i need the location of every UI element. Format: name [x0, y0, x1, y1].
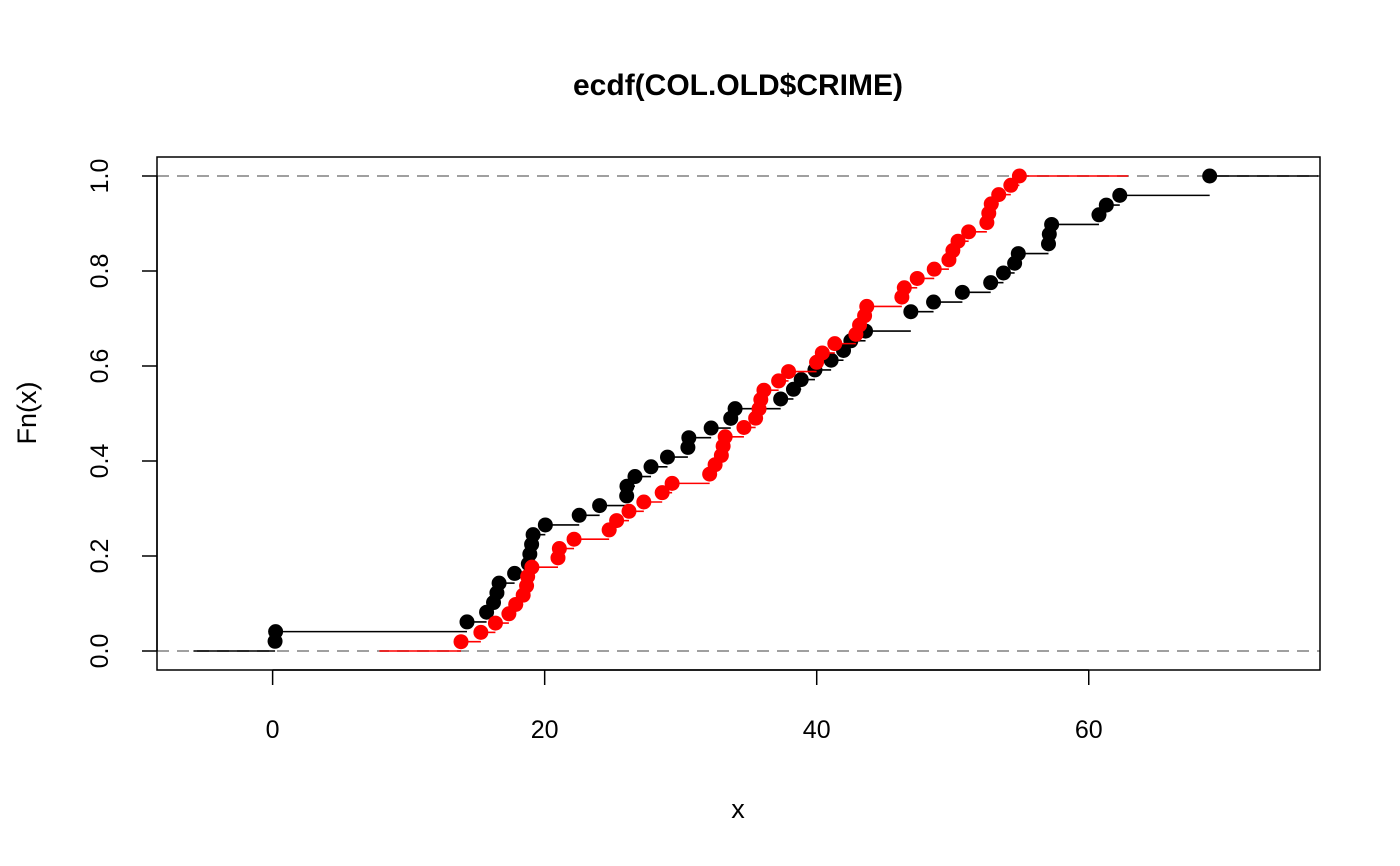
x-tick-label: 0 [266, 716, 280, 744]
data-point [903, 304, 919, 320]
data-point [621, 503, 637, 519]
data-point [566, 531, 582, 547]
x-tick-label: 40 [803, 716, 831, 744]
data-point [507, 565, 523, 581]
data-point [781, 364, 797, 380]
data-point [491, 575, 507, 591]
data-point [827, 336, 843, 352]
data-point [727, 401, 743, 417]
data-point [681, 430, 697, 446]
data-point [793, 372, 809, 388]
data-point [459, 614, 475, 630]
data-point [268, 624, 284, 640]
data-point [736, 419, 752, 435]
data-point [703, 420, 719, 436]
data-point [756, 382, 772, 398]
data-point [627, 469, 643, 485]
data-point [1202, 168, 1218, 184]
data-point [773, 391, 789, 407]
data-point [954, 284, 970, 300]
data-point [896, 280, 912, 296]
data-point [909, 270, 925, 286]
data-point [814, 345, 830, 361]
x-tick-label: 20 [531, 716, 559, 744]
data-point [1098, 197, 1114, 213]
data-point [537, 517, 553, 533]
y-tick-label: 1.0 [86, 159, 114, 194]
plot-area [157, 168, 1320, 652]
data-point [926, 261, 942, 277]
data-point [717, 429, 733, 445]
data-point [571, 507, 587, 523]
data-point [1044, 216, 1060, 232]
data-point [551, 541, 567, 557]
data-point [659, 449, 675, 465]
data-point [983, 275, 999, 291]
data-point [524, 559, 540, 575]
chart-title: ecdf(COL.OLD$CRIME) [573, 69, 903, 102]
data-point [664, 475, 680, 491]
y-axis: 0.0 0.2 0.4 0.6 0.8 1.0 [86, 159, 158, 669]
data-point [643, 459, 659, 475]
data-point [609, 513, 625, 529]
y-tick-label: 0.0 [86, 634, 114, 669]
y-tick-label: 0.2 [86, 539, 114, 574]
data-point [525, 527, 541, 543]
data-point [1010, 246, 1026, 262]
y-axis-label: Fn(x) [12, 382, 42, 445]
y-tick-label: 0.8 [86, 254, 114, 289]
data-point [950, 233, 966, 249]
data-point [453, 634, 469, 650]
x-axis: 0 20 40 60 [266, 669, 1103, 744]
data-point [473, 624, 489, 640]
data-point [926, 294, 942, 310]
ecdf-series-1 [379, 168, 1129, 652]
data-point [654, 485, 670, 501]
data-point [1011, 168, 1027, 184]
y-tick-label: 0.6 [86, 349, 114, 384]
data-point [1112, 187, 1128, 203]
data-point [859, 298, 875, 314]
data-point [995, 265, 1011, 281]
data-point [771, 373, 787, 389]
x-tick-label: 60 [1075, 716, 1103, 744]
data-point [592, 498, 608, 514]
data-point [636, 494, 652, 510]
data-point [487, 615, 503, 631]
data-point [961, 224, 977, 240]
y-tick-label: 0.4 [86, 444, 114, 479]
data-point [991, 187, 1007, 203]
x-axis-label: x [731, 794, 745, 824]
